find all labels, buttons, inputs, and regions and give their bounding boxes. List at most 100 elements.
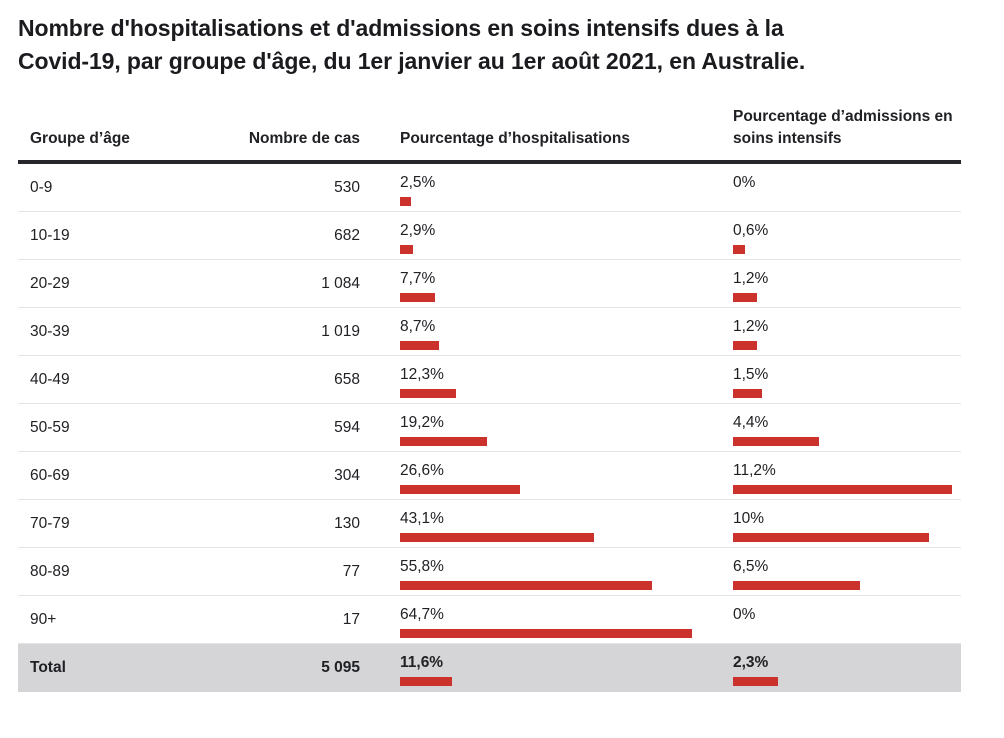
page: Nombre d'hospitalisations et d'admission… xyxy=(0,12,1004,738)
hospitalisation-percent-label: 2,5% xyxy=(400,174,436,191)
icu-percent-label: 0,6% xyxy=(733,222,769,239)
icu-percent-label: 4,4% xyxy=(733,414,769,431)
cases-cell: 1 019 xyxy=(321,322,360,340)
page-title: Nombre d'hospitalisations et d'admission… xyxy=(18,12,1004,78)
data-table: Groupe d’âge Nombre de cas Pourcentage d… xyxy=(18,106,961,692)
age-group-cell: 50-59 xyxy=(30,418,70,436)
cases-cell: 130 xyxy=(334,514,360,532)
column-header-icu-pct: Pourcentage d’admissions en soins intens… xyxy=(733,108,953,147)
hospitalisation-percent: 11,6% xyxy=(360,644,733,686)
icu-percent-bar xyxy=(733,437,819,446)
table-row: 10-19 682 2,9% 0,6% xyxy=(18,212,961,260)
icu-percent-label: 1,2% xyxy=(733,270,769,287)
hospitalisation-percent: 43,1% xyxy=(360,500,733,542)
icu-percent-label: 1,5% xyxy=(733,366,769,383)
title-line1: Nombre d'hospitalisations et d'admission… xyxy=(18,15,784,41)
icu-percent: 2,3% xyxy=(733,644,961,686)
icu-percent-label: 11,2% xyxy=(733,462,776,479)
table-row: 90+ 17 64,7% 0% xyxy=(18,596,961,644)
table-row: 50-59 594 19,2% 4,4% xyxy=(18,404,961,452)
icu-percent-label: 2,3% xyxy=(733,654,769,671)
hospitalisation-percent: 19,2% xyxy=(360,404,733,446)
table-row: 30-39 1 019 8,7% 1,2% xyxy=(18,308,961,356)
icu-percent: 11,2% xyxy=(733,452,961,494)
icu-percent: 4,4% xyxy=(733,404,961,446)
icu-percent-label: 0% xyxy=(733,606,756,623)
hospitalisation-percent-label: 11,6% xyxy=(400,654,444,671)
table-header: Groupe d’âge Nombre de cas Pourcentage d… xyxy=(18,106,961,164)
cases-cell: 682 xyxy=(334,226,360,244)
hospitalisation-percent: 55,8% xyxy=(360,548,733,590)
cases-cell: 530 xyxy=(334,178,360,196)
hospitalisation-percent-label: 55,8% xyxy=(400,558,444,575)
hospitalisation-percent-bar xyxy=(400,437,487,446)
age-group-cell: 20-29 xyxy=(30,274,70,292)
table-row: 80-89 77 55,8% 6,5% xyxy=(18,548,961,596)
hospitalisation-percent-bar xyxy=(400,245,414,254)
cases-cell: 594 xyxy=(334,418,360,436)
column-header-age-group: Groupe d’âge xyxy=(30,130,130,147)
icu-percent-label: 0% xyxy=(733,174,756,191)
icu-percent-bar xyxy=(733,293,757,302)
icu-percent: 1,2% xyxy=(733,308,961,350)
icu-percent-bar xyxy=(733,485,952,494)
cases-cell: 17 xyxy=(342,610,360,628)
age-group-cell: 90+ xyxy=(30,610,57,628)
hospitalisation-percent-label: 64,7% xyxy=(400,606,444,623)
icu-percent-bar xyxy=(733,389,763,398)
icu-percent-bar xyxy=(733,581,861,590)
icu-percent-bar xyxy=(733,245,745,254)
hospitalisation-percent-label: 19,2% xyxy=(400,414,444,431)
hospitalisation-percent-bar xyxy=(400,533,595,542)
hospitalisation-percent-label: 8,7% xyxy=(400,318,436,335)
cases-cell: 1 084 xyxy=(321,274,360,292)
age-group-cell: 0-9 xyxy=(30,178,53,196)
icu-percent: 0% xyxy=(733,596,961,624)
age-group-cell: 70-79 xyxy=(30,514,70,532)
table-body: 0-9 530 2,5% 0% 10-19 682 2,9% 0,6% 20-29 1 084 7,… xyxy=(18,164,961,692)
hospitalisation-percent: 8,7% xyxy=(360,308,733,350)
icu-percent-label: 6,5% xyxy=(733,558,769,575)
hospitalisation-percent-bar xyxy=(400,485,520,494)
icu-percent: 0% xyxy=(733,164,961,192)
hospitalisation-percent-bar xyxy=(400,293,435,302)
hospitalisation-percent: 26,6% xyxy=(360,452,733,494)
hospitalisation-percent-bar xyxy=(400,341,440,350)
table-row: 70-79 130 43,1% 10% xyxy=(18,500,961,548)
age-group-cell: 30-39 xyxy=(30,322,70,340)
icu-percent-label: 1,2% xyxy=(733,318,769,335)
hospitalisation-percent: 12,3% xyxy=(360,356,733,398)
table-row: 60-69 304 26,6% 11,2% xyxy=(18,452,961,500)
hospitalisation-percent-bar xyxy=(400,581,652,590)
title-line2: Covid-19, par groupe d'âge, du 1er janvi… xyxy=(18,48,806,74)
table-row: 0-9 530 2,5% 0% xyxy=(18,164,961,212)
table-row: 40-49 658 12,3% 1,5% xyxy=(18,356,961,404)
age-group-cell: 80-89 xyxy=(30,562,70,580)
column-header-hospitalisation-pct: Pourcentage d’hospitalisations xyxy=(400,130,630,147)
hospitalisation-percent: 2,9% xyxy=(360,212,733,254)
icu-percent: 10% xyxy=(733,500,961,542)
cases-cell: 77 xyxy=(342,562,360,580)
hospitalisation-percent: 64,7% xyxy=(360,596,733,638)
hospitalisation-percent-bar xyxy=(400,677,453,686)
cases-cell: 5 095 xyxy=(321,659,360,676)
icu-percent-bar xyxy=(733,341,757,350)
total-row: Total 5 095 11,6% 2,3% xyxy=(18,644,961,692)
icu-percent-bar xyxy=(733,677,778,686)
hospitalisation-percent-label: 12,3% xyxy=(400,366,444,383)
hospitalisation-percent: 7,7% xyxy=(360,260,733,302)
age-group-cell: 10-19 xyxy=(30,226,70,244)
hospitalisation-percent: 2,5% xyxy=(360,164,733,206)
table-row: 20-29 1 084 7,7% 1,2% xyxy=(18,260,961,308)
age-group-cell: Total xyxy=(30,659,66,676)
icu-percent: 1,5% xyxy=(733,356,961,398)
cases-cell: 304 xyxy=(334,466,360,484)
hospitalisation-percent-label: 43,1% xyxy=(400,510,444,527)
icu-percent-bar xyxy=(733,533,929,542)
hospitalisation-percent-bar xyxy=(400,197,412,206)
hospitalisation-percent-bar xyxy=(400,629,692,638)
icu-percent: 1,2% xyxy=(733,260,961,302)
hospitalisation-percent-label: 7,7% xyxy=(400,270,436,287)
hospitalisation-percent-label: 2,9% xyxy=(400,222,436,239)
icu-percent-label: 10% xyxy=(733,510,765,527)
